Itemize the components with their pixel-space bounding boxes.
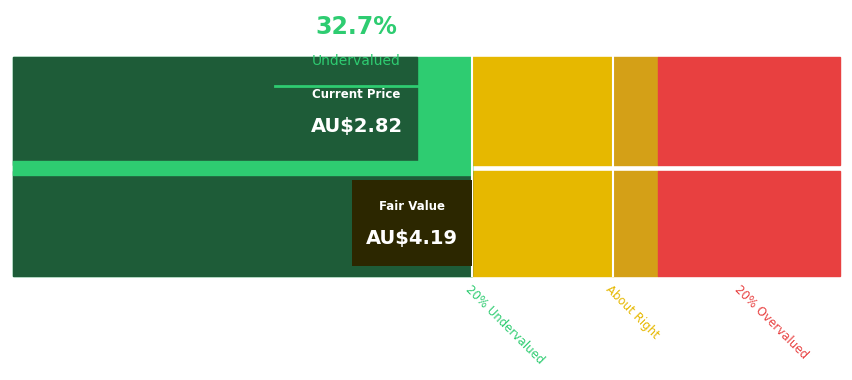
Bar — [13, 57, 416, 165]
Bar — [13, 171, 471, 276]
Text: Current Price: Current Price — [312, 87, 400, 101]
Bar — [13, 171, 471, 276]
Text: 32.7%: 32.7% — [315, 14, 397, 39]
Text: About Right: About Right — [602, 283, 661, 342]
Text: AU$4.19: AU$4.19 — [366, 229, 458, 248]
Bar — [658, 171, 839, 276]
Bar — [471, 57, 612, 165]
Bar — [13, 162, 471, 171]
Bar — [13, 57, 471, 165]
Bar — [658, 57, 839, 165]
Bar — [352, 180, 471, 266]
Bar — [13, 165, 471, 175]
Bar — [612, 57, 658, 165]
Text: AU$2.82: AU$2.82 — [310, 117, 402, 136]
Bar — [612, 171, 658, 276]
Bar — [471, 171, 612, 276]
Text: 20% Overvalued: 20% Overvalued — [731, 283, 809, 362]
Text: Fair Value: Fair Value — [378, 200, 445, 213]
Text: 20% Undervalued: 20% Undervalued — [463, 283, 546, 367]
Bar — [296, 66, 416, 156]
Text: Undervalued: Undervalued — [311, 54, 400, 68]
